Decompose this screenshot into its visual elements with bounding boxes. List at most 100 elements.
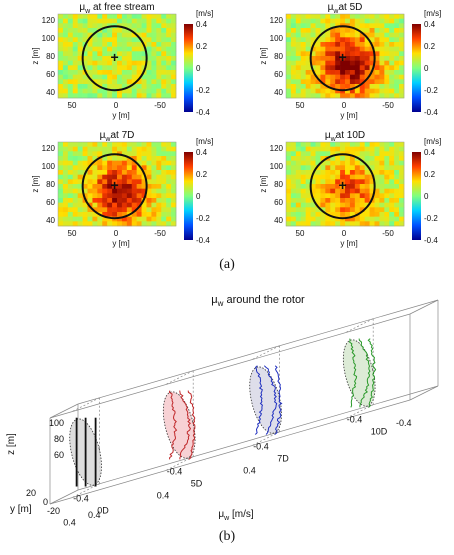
heatmap-cell bbox=[330, 179, 336, 185]
heatmap-cell bbox=[112, 188, 118, 194]
heatmap-cell bbox=[82, 84, 88, 89]
heatmap-cell bbox=[349, 207, 356, 213]
heatmap-cell bbox=[166, 37, 172, 43]
heatmap-cell bbox=[300, 18, 306, 24]
heatmap-cell bbox=[156, 28, 162, 33]
heatmap-cell bbox=[374, 32, 380, 38]
heatmap-cell bbox=[126, 88, 133, 94]
heatmap-cell bbox=[131, 221, 137, 227]
heatmap-cell bbox=[161, 51, 167, 57]
heatmap-cell bbox=[151, 216, 157, 222]
heatmap-cell bbox=[389, 160, 395, 166]
heatmap-cell bbox=[300, 51, 306, 57]
heatmap-cell bbox=[141, 56, 147, 61]
heatmap-cell bbox=[151, 79, 157, 85]
heatmap-cell bbox=[340, 65, 346, 71]
heatmap-cell bbox=[131, 51, 137, 57]
heatmap-cell bbox=[384, 188, 390, 194]
heatmap-cell bbox=[97, 37, 103, 43]
heatmap-cell bbox=[354, 32, 361, 38]
heatmap-cell bbox=[330, 56, 336, 61]
heatmap-cell bbox=[131, 74, 137, 80]
heatmap-cell bbox=[286, 42, 292, 47]
heatmap-cell bbox=[131, 156, 137, 161]
heatmap-cell bbox=[67, 51, 74, 57]
heatmap-cell bbox=[399, 74, 405, 80]
heatmap-cell bbox=[359, 151, 365, 157]
heatmap-cell bbox=[330, 170, 336, 175]
heatmap-cell bbox=[171, 70, 177, 75]
heatmap-cell bbox=[62, 60, 69, 66]
heatmap-cell bbox=[295, 207, 302, 213]
heatmap-cell bbox=[320, 93, 326, 99]
heatmap-cell bbox=[384, 184, 390, 189]
heatmap-cell bbox=[62, 37, 69, 43]
heatmap-cell bbox=[136, 221, 142, 227]
heatmap-cell bbox=[295, 156, 302, 161]
heatmap-cell bbox=[131, 198, 137, 203]
heatmap-cell bbox=[146, 188, 152, 194]
heatmap-cell bbox=[394, 93, 400, 99]
heatmap-cell bbox=[156, 170, 162, 175]
heatmap-cell bbox=[330, 142, 336, 147]
heatmap-cell bbox=[290, 198, 297, 203]
heatmap-cell bbox=[92, 32, 98, 38]
heatmap-cell bbox=[379, 198, 385, 203]
heatmap-cell bbox=[171, 65, 177, 71]
heatmap-cell bbox=[131, 42, 137, 47]
heatmap-cell bbox=[156, 42, 162, 47]
heatmap-cell bbox=[364, 14, 370, 19]
heatmap-cell bbox=[77, 165, 83, 171]
heatmap-cell bbox=[58, 207, 64, 213]
heatmap-cell bbox=[374, 188, 380, 194]
heatmap-cell bbox=[290, 74, 297, 80]
colorbar-tick-label: -0.4 bbox=[196, 108, 210, 117]
heatmap-cell bbox=[82, 156, 88, 161]
heatmap-cell bbox=[156, 184, 162, 189]
heatmap-cell bbox=[335, 156, 341, 161]
heatmap-cell bbox=[58, 93, 64, 99]
heatmap-cell bbox=[286, 184, 292, 189]
heatmap-cell bbox=[335, 198, 341, 203]
heatmap-cell bbox=[161, 188, 167, 194]
heatmap-cell bbox=[131, 142, 137, 147]
heatmap-cell bbox=[156, 202, 162, 208]
heatmap-cell bbox=[399, 70, 405, 75]
heatmap-cell bbox=[359, 46, 365, 52]
heatmap-cell bbox=[77, 198, 83, 203]
heatmap-cell bbox=[112, 60, 118, 66]
heatmap-cell bbox=[87, 42, 93, 47]
heatmap-cell bbox=[345, 46, 351, 52]
heatmap-cell bbox=[354, 93, 361, 99]
rotor-circle bbox=[81, 25, 148, 92]
heatmap-cell bbox=[315, 221, 321, 227]
heatmap-cell bbox=[364, 212, 370, 217]
heatmap-cell bbox=[359, 70, 365, 75]
heatmap-cell bbox=[364, 51, 370, 57]
heatmap-cell bbox=[335, 207, 341, 213]
heatmap-cell bbox=[87, 165, 93, 171]
heatmap-cell bbox=[126, 51, 133, 57]
heatmap-cell bbox=[389, 174, 395, 180]
heatmap-cell bbox=[374, 212, 380, 217]
heatmap-cell bbox=[151, 151, 157, 157]
heatmap-cell bbox=[87, 202, 93, 208]
heatmap-cell bbox=[286, 160, 292, 166]
heatmap-cell bbox=[345, 174, 351, 180]
heatmap-cell bbox=[286, 93, 292, 99]
heatmap-cell bbox=[340, 198, 346, 203]
heatmap-cell bbox=[121, 74, 128, 80]
heatmap-cell bbox=[315, 79, 321, 85]
heatmap-cell bbox=[92, 170, 98, 175]
heatmap-cell bbox=[102, 151, 108, 157]
heatmap-cell bbox=[146, 198, 152, 203]
heatmap-cell bbox=[359, 179, 365, 185]
heatmap-cell bbox=[131, 88, 137, 94]
heatmap-cell bbox=[374, 60, 380, 66]
heatmap-cell bbox=[72, 88, 78, 94]
heatmap-cell bbox=[107, 93, 113, 99]
heatmap-cell bbox=[290, 212, 297, 217]
heatmap-cell bbox=[374, 151, 380, 157]
heatmap-cell bbox=[102, 23, 108, 29]
heatmap-cell bbox=[121, 32, 128, 38]
